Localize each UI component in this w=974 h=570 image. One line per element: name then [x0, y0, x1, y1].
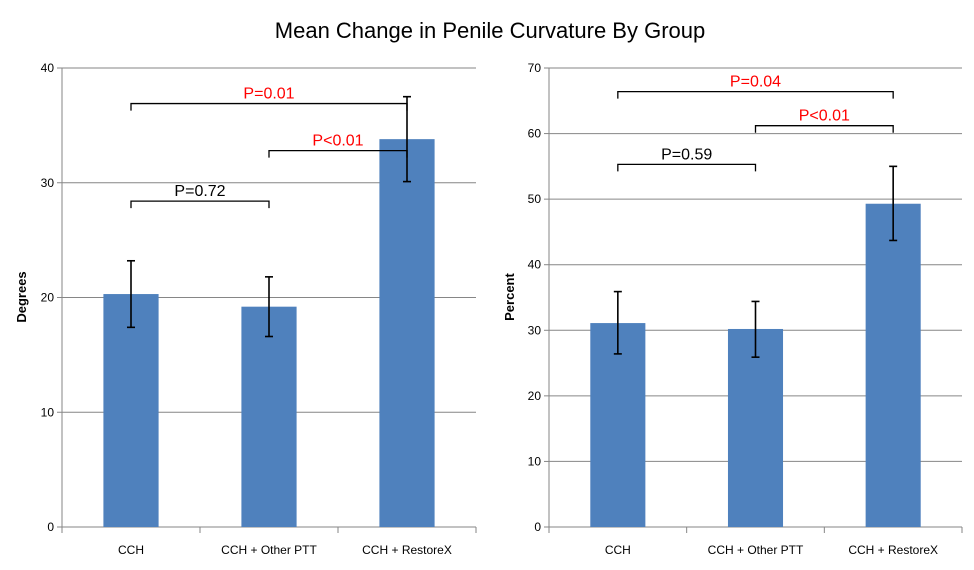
figure-title: Mean Change in Penile Curvature By Group: [275, 18, 705, 43]
chart-percent: 0 10 20 30 40 50 60 70 Percent CCH CCH + Other PTT…: [502, 61, 963, 557]
bar: [379, 139, 435, 527]
y-tick-label: 70: [528, 61, 542, 75]
significance-bracket: [754, 125, 894, 133]
category-label: CCH: [605, 543, 631, 557]
bar: [865, 203, 921, 528]
p-value-label: P<0.01: [312, 133, 363, 150]
y-tick-label: 40: [528, 258, 542, 272]
chart-degrees: 0 10 20 30 40 Degrees CCH CCH + Other PTT CCH + …: [14, 61, 477, 557]
category-label: CCH + RestoreX: [848, 543, 938, 557]
y-tick-label: 50: [528, 192, 542, 206]
y-tick-label: 20: [41, 291, 55, 305]
p-value-label: P=0.04: [730, 74, 781, 91]
category-label: CCH + RestoreX: [362, 543, 452, 557]
bar: [241, 306, 297, 527]
p-value-label: P<0.01: [799, 108, 850, 125]
y-tick-label: 40: [41, 61, 55, 75]
bar: [103, 294, 159, 527]
y-tick-label: 20: [528, 389, 542, 403]
p-value-label: P=0.01: [243, 86, 294, 103]
category-label: CCH: [118, 543, 144, 557]
significance-bracket: [268, 149, 408, 158]
bar: [590, 323, 646, 527]
y-tick-label: 10: [528, 454, 542, 468]
y-axis-title: Degrees: [14, 271, 29, 322]
bar: [727, 328, 784, 527]
y-tick-label: 30: [41, 176, 55, 190]
significance-bracket: [617, 90, 894, 99]
category-label: CCH + Other PTT: [708, 543, 804, 557]
y-tick-label: 10: [41, 405, 55, 419]
significance-bracket: [130, 200, 270, 209]
y-tick-label: 30: [528, 323, 542, 337]
significance-bracket: [130, 102, 408, 111]
category-label: CCH + Other PTT: [221, 543, 317, 557]
significance-bracket: [617, 163, 757, 172]
p-value-label: P=0.59: [661, 146, 712, 163]
y-axis-title: Percent: [502, 272, 517, 320]
y-tick-label: 60: [528, 127, 542, 141]
p-value-label: P=0.72: [174, 183, 225, 200]
y-tick-label: 0: [534, 520, 541, 534]
y-tick-label: 0: [47, 520, 54, 534]
